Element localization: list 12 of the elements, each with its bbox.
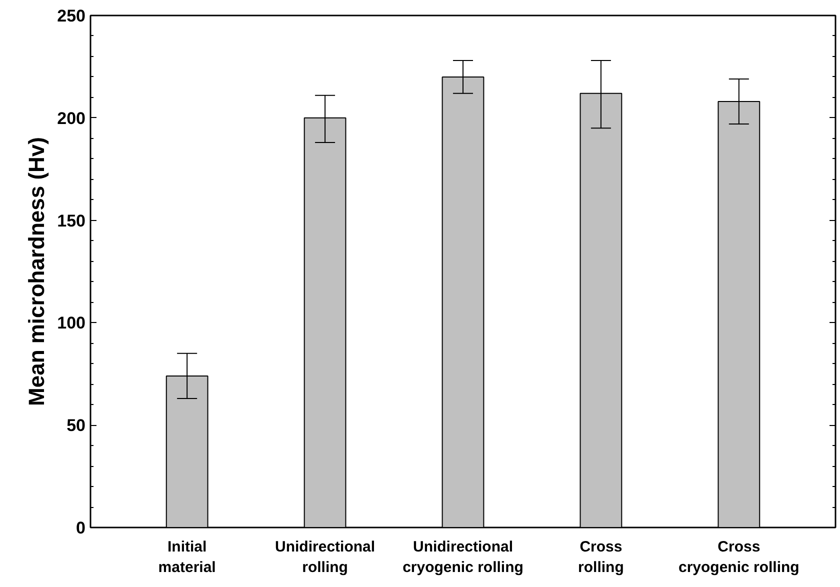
x-tick-label: Initial material (158, 538, 216, 576)
x-tick-label: Cross cryogenic rolling (678, 538, 800, 576)
y-tick-label: 100 (57, 314, 86, 333)
y-axis-title: Mean microhardness (Hv) (24, 137, 50, 406)
x-tick-label: Unidirectional cryogenic rolling (402, 538, 524, 576)
y-tick-label: 50 (66, 416, 86, 436)
x-tick-label: Unidirectional rolling (275, 538, 376, 576)
y-tick-label: 200 (57, 108, 86, 128)
y-tick-label: 150 (57, 211, 86, 230)
y-tick-label: 0 (76, 518, 86, 538)
x-tick-label: Cross rolling (578, 538, 624, 576)
y-tick-label: 250 (57, 6, 86, 26)
